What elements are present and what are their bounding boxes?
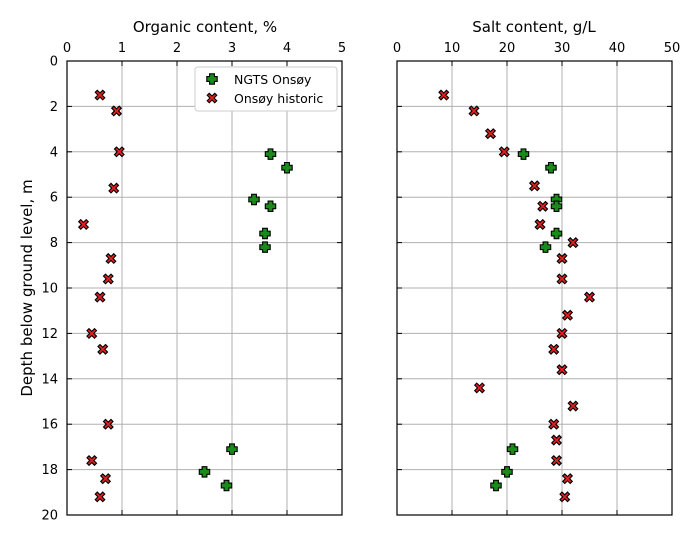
point-ngts-onsoy: [545, 161, 557, 174]
point-onsoy-historic: [86, 454, 98, 467]
y-tick-label: 8: [50, 236, 58, 251]
point-ngts-onsoy: [550, 227, 563, 240]
y-tick-label: 18: [41, 463, 58, 478]
point-onsoy-historic: [108, 182, 120, 194]
point-ngts-onsoy: [259, 227, 271, 240]
x-tick-label: 2: [173, 41, 181, 56]
point-onsoy-historic: [94, 491, 106, 503]
y-tick-label: 14: [41, 372, 58, 387]
y-tick-label: 6: [50, 191, 58, 206]
point-onsoy-historic: [559, 491, 571, 503]
point-onsoy-historic: [537, 200, 549, 212]
point-onsoy-historic: [498, 146, 510, 158]
point-onsoy-historic: [110, 105, 123, 117]
point-onsoy-historic: [567, 237, 579, 249]
point-onsoy-historic: [550, 434, 563, 446]
legend-marker-onsoy-historic: [206, 92, 218, 104]
legend-box: [194, 66, 338, 112]
point-ngts-onsoy: [220, 479, 233, 492]
y-tick-label: 12: [41, 327, 58, 342]
point-onsoy-historic: [97, 343, 109, 355]
x-tick-label: 50: [664, 41, 681, 56]
x-tick-label: 30: [554, 41, 571, 56]
point-onsoy-historic: [528, 180, 541, 192]
point-onsoy-historic: [556, 364, 568, 376]
point-onsoy-historic: [561, 473, 574, 485]
point-onsoy-historic: [484, 128, 497, 140]
legend-symbol-ngts-onsoy: [206, 73, 218, 85]
point-onsoy-historic: [77, 218, 90, 231]
x-tick-label: 4: [283, 41, 291, 56]
point-onsoy-historic: [556, 327, 568, 339]
point-onsoy-historic: [94, 291, 106, 303]
x-tick-label: 20: [499, 41, 516, 56]
x-tick-label: 5: [338, 41, 346, 56]
point-onsoy-historic: [102, 273, 114, 285]
point-onsoy-historic: [86, 327, 98, 339]
legend-label-ngts-onsoy: NGTS Onsøy: [234, 72, 312, 87]
point-onsoy-historic: [550, 454, 563, 467]
point-onsoy-historic: [468, 105, 480, 117]
legend-symbol-onsoy-historic: [206, 92, 218, 104]
x-tick-label: 10: [444, 41, 461, 56]
legend-label-onsoy-historic: Onsøy historic: [234, 91, 323, 106]
point-onsoy-historic: [534, 218, 546, 231]
point-onsoy-historic: [583, 291, 596, 303]
y-tick-label: 0: [50, 55, 58, 70]
point-onsoy-historic: [473, 382, 486, 394]
point-onsoy-historic: [561, 309, 574, 321]
point-onsoy-historic: [548, 418, 560, 430]
legend-marker-ngts-onsoy: [206, 73, 218, 85]
point-ngts-onsoy: [259, 241, 271, 253]
point-ngts-onsoy: [281, 161, 293, 174]
point-onsoy-historic: [102, 418, 114, 430]
y-axis-title: Depth below ground level, m: [18, 179, 36, 396]
point-onsoy-historic: [113, 146, 125, 158]
point-ngts-onsoy: [517, 148, 530, 160]
y-tick-label: 4: [50, 145, 58, 160]
point-ngts-onsoy: [198, 466, 211, 478]
right-x-axis-title: Salt content, g/L: [472, 18, 596, 36]
point-onsoy-historic: [567, 400, 579, 412]
point-ngts-onsoy: [539, 241, 552, 253]
point-onsoy-historic: [105, 252, 117, 265]
point-ngts-onsoy: [501, 466, 513, 478]
point-onsoy-historic: [99, 473, 112, 485]
y-tick-label: 10: [41, 282, 58, 297]
point-ngts-onsoy: [550, 200, 563, 213]
point-onsoy-historic: [548, 343, 560, 355]
x-tick-label: 0: [63, 41, 71, 56]
point-ngts-onsoy: [264, 200, 277, 213]
point-onsoy-historic: [438, 89, 450, 101]
left-x-axis-title: Organic content, %: [133, 18, 277, 36]
x-tick-label: 0: [393, 41, 401, 56]
point-ngts-onsoy: [490, 479, 502, 492]
salt-content-panel: 0 10 20 30 40 50: [393, 41, 681, 516]
point-onsoy-historic: [94, 89, 106, 101]
point-ngts-onsoy: [506, 443, 519, 455]
point-onsoy-historic: [556, 273, 568, 285]
point-ngts-onsoy: [264, 148, 277, 160]
x-tick-label: 1: [118, 41, 126, 56]
point-onsoy-historic: [556, 252, 568, 265]
point-ngts-onsoy: [226, 443, 238, 455]
legend: NGTS Onsøy Onsøy historic: [194, 66, 338, 112]
x-tick-label: 40: [609, 41, 626, 56]
x-tick-label: 3: [228, 41, 236, 56]
y-tick-label: 2: [50, 100, 58, 115]
y-tick-label: 16: [41, 418, 58, 433]
y-tick-label: 20: [41, 509, 58, 524]
point-ngts-onsoy: [248, 193, 260, 206]
